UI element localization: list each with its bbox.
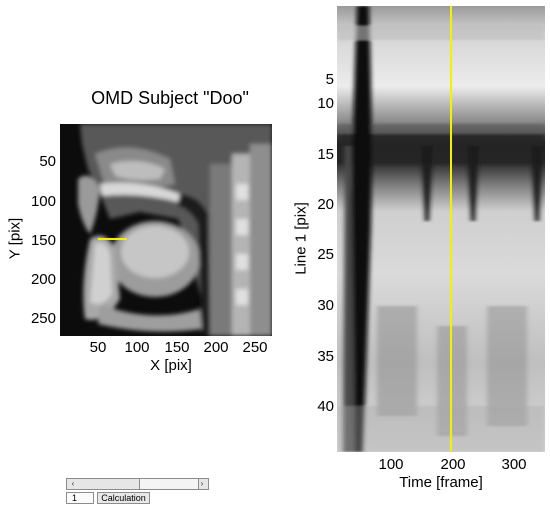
right-ytick: 10: [317, 95, 334, 112]
left-xtick: 100: [124, 339, 150, 356]
right-xtick: 300: [501, 456, 527, 473]
left-ytick: 100: [30, 193, 56, 210]
right-xtick: 200: [440, 456, 466, 473]
frame-scrollbar[interactable]: ‹ ›: [66, 478, 209, 490]
frame-number-field[interactable]: 1: [66, 492, 94, 504]
left-y-label: Y [pix]: [6, 217, 24, 260]
calculation-button[interactable]: Calculation: [97, 492, 150, 504]
right-xtick: 100: [378, 456, 404, 473]
mri-image[interactable]: [60, 124, 272, 336]
right-ytick: 5: [325, 71, 334, 88]
left-xtick: 250: [242, 339, 268, 356]
left-ytick: 250: [30, 310, 56, 327]
right-y-label: Line 1 [pix]: [292, 202, 310, 275]
right-ytick: 30: [317, 297, 334, 314]
left-ytick: 50: [39, 153, 56, 170]
image-title: OMD Subject "Doo": [91, 88, 249, 108]
left-ytick: 200: [30, 271, 56, 288]
left-xtick: 200: [203, 339, 229, 356]
right-ytick: 15: [317, 146, 334, 163]
mmode-image[interactable]: [337, 6, 545, 452]
scroll-left-arrow-icon[interactable]: ‹: [71, 479, 75, 488]
scroll-thumb[interactable]: [139, 479, 199, 489]
left-xtick: 50: [89, 339, 107, 356]
left-ytick: 150: [30, 232, 56, 249]
right-ytick: 40: [317, 398, 334, 415]
scroll-right-arrow-icon[interactable]: ›: [200, 479, 204, 488]
left-x-label: X [pix]: [150, 357, 192, 374]
left-xtick: 150: [164, 339, 190, 356]
right-ytick: 25: [317, 246, 334, 263]
right-ytick: 35: [317, 348, 334, 365]
right-ytick: 20: [317, 196, 334, 213]
right-x-label: Time [frame]: [399, 474, 483, 491]
